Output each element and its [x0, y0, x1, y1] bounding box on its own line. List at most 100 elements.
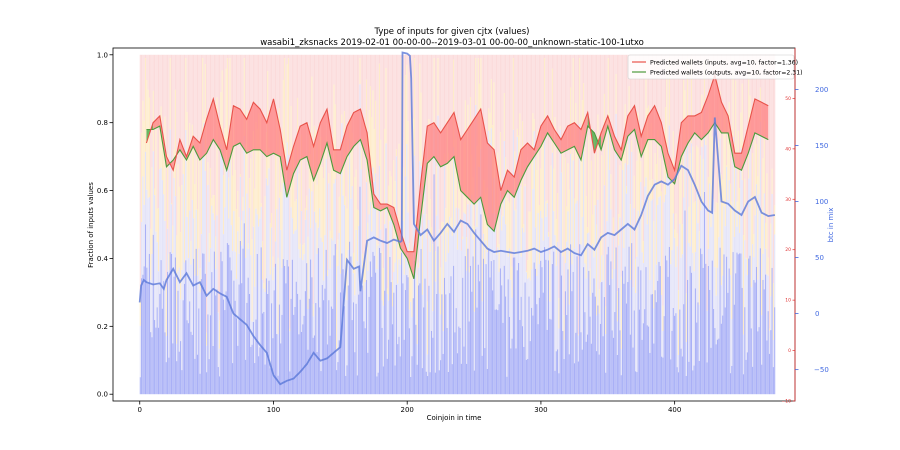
background-bar: [207, 185, 209, 315]
background-bar: [280, 192, 282, 230]
background-bar: [744, 54, 746, 179]
background-bar: [528, 296, 530, 395]
background-bar: [661, 294, 663, 357]
background-bar: [194, 54, 196, 185]
background-bar: [770, 223, 772, 297]
background-bar: [616, 354, 618, 395]
background-bar: [603, 297, 605, 395]
background-bar: [458, 54, 460, 183]
background-bar: [351, 54, 353, 133]
background-bar: [317, 248, 319, 395]
background-bar: [620, 54, 622, 277]
background-bar: [243, 58, 245, 137]
background-bar: [394, 54, 396, 182]
background-bar: [692, 370, 694, 395]
background-bar: [506, 376, 508, 395]
background-bar: [451, 364, 453, 395]
background-bar: [488, 108, 490, 131]
background-bar: [189, 123, 191, 211]
background-bar: [602, 280, 604, 337]
background-bar: [209, 168, 212, 249]
background-bar: [226, 168, 228, 244]
background-bar: [369, 54, 371, 87]
background-bar: [438, 370, 440, 395]
background-bar: [450, 276, 452, 395]
background-bar: [679, 309, 681, 395]
background-bar: [573, 363, 576, 395]
background-bar: [603, 185, 605, 298]
background-bar: [597, 199, 599, 306]
background-bar: [373, 129, 375, 182]
background-bar: [213, 220, 215, 252]
background-bar: [146, 267, 148, 395]
background-bar: [168, 253, 170, 271]
background-bar: [178, 186, 180, 268]
background-bar: [501, 230, 503, 286]
background-bar: [455, 308, 457, 395]
background-bar: [512, 257, 514, 395]
background-bar: [753, 54, 755, 234]
background-bar: [185, 129, 187, 261]
background-bar: [538, 264, 540, 298]
background-bar: [771, 54, 773, 169]
background-bar: [381, 54, 383, 252]
background-bar: [514, 210, 516, 258]
background-bar: [407, 54, 409, 122]
background-bar: [477, 54, 479, 59]
background-bar: [601, 255, 603, 283]
difference-fill-segment: [708, 75, 715, 133]
background-bar: [172, 225, 174, 254]
background-bar: [320, 54, 322, 138]
background-bar: [650, 294, 652, 395]
background-bar: [481, 355, 483, 395]
background-bar: [268, 147, 270, 169]
background-bar: [286, 259, 288, 395]
background-bar: [550, 54, 552, 166]
background-bar: [544, 132, 546, 248]
background-bar: [256, 54, 258, 129]
background-bar: [393, 292, 395, 395]
background-bar: [745, 359, 747, 395]
background-bar: [313, 54, 316, 126]
background-bar: [664, 255, 667, 395]
background-bar: [429, 372, 431, 395]
background-bar: [529, 280, 531, 342]
x-tick-label: 400: [668, 406, 681, 414]
background-bar: [382, 305, 384, 367]
background-bar: [228, 218, 230, 245]
background-bar: [178, 351, 180, 395]
background-bar: [771, 193, 773, 268]
background-bar: [139, 325, 141, 378]
background-bar: [525, 359, 527, 395]
background-bar: [650, 123, 652, 201]
background-bar: [347, 249, 349, 286]
background-bar: [772, 283, 774, 340]
background-bar: [729, 183, 732, 276]
background-bar: [562, 256, 564, 332]
background-bar: [307, 236, 309, 310]
background-bar: [403, 54, 405, 181]
background-bar: [156, 208, 158, 243]
difference-fill-segment: [694, 112, 702, 140]
background-bar: [589, 268, 591, 297]
background-bar: [404, 176, 407, 291]
background-bar: [419, 63, 421, 162]
difference-fill-segment: [286, 146, 294, 198]
background-bar: [649, 352, 651, 395]
background-bar: [190, 264, 192, 332]
background-bar: [209, 248, 212, 316]
background-bar: [338, 54, 340, 197]
background-bar: [394, 262, 396, 366]
inner-right-tick-label: 0: [788, 348, 791, 354]
background-bar: [583, 267, 585, 395]
background-bar: [251, 239, 253, 322]
background-bar: [767, 54, 769, 258]
background-bar: [707, 248, 709, 266]
background-bar: [609, 169, 611, 286]
background-bar: [313, 211, 316, 336]
background-bar: [248, 293, 251, 395]
background-bar: [238, 284, 240, 395]
chart-title: Type of inputs for given cjtx (values): [374, 27, 530, 37]
background-bar: [399, 249, 401, 265]
background-bar: [709, 103, 711, 184]
